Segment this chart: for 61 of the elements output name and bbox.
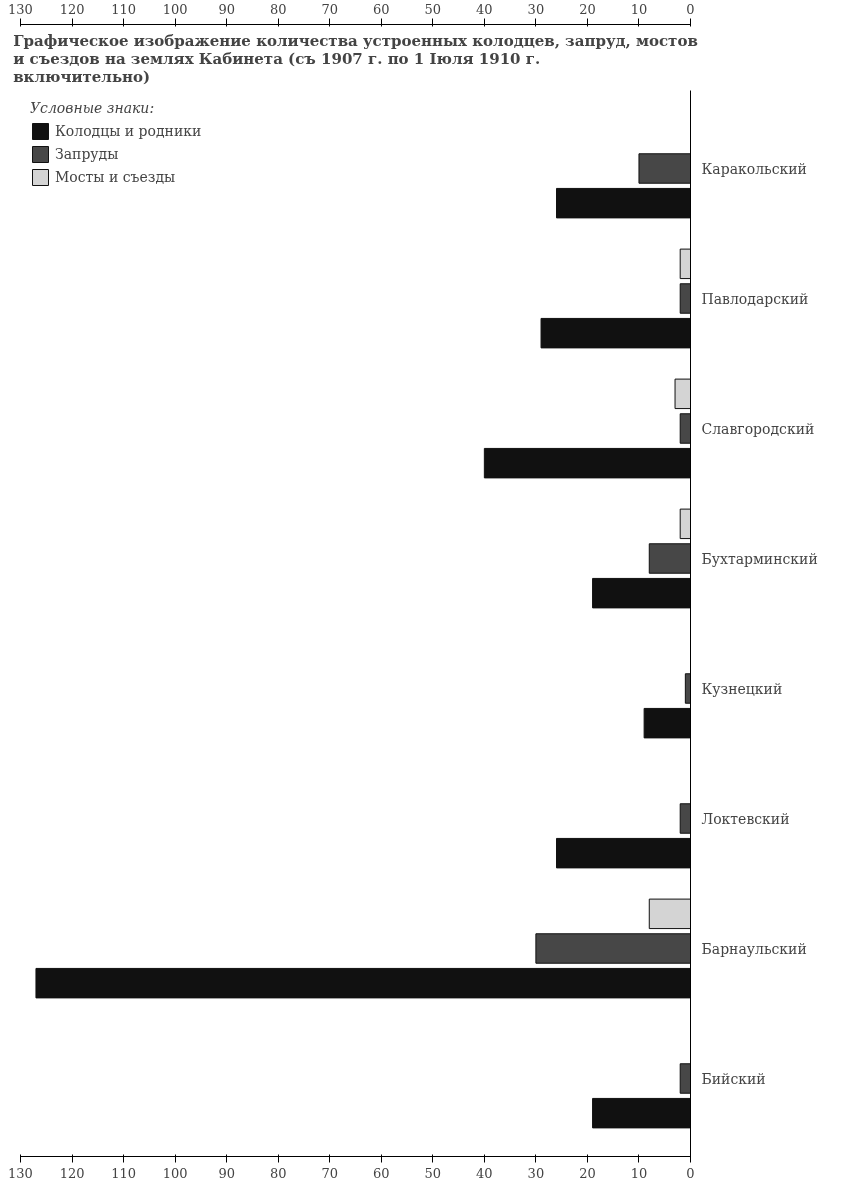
bar — [535, 933, 691, 964]
bar — [679, 508, 691, 540]
x2-tick-label: 80 — [269, 1, 287, 17]
x-tick-label: 20 — [579, 1165, 596, 1181]
x-tick-label: 60 — [373, 1165, 390, 1181]
x-tick-label: 30 — [527, 1165, 545, 1181]
x2-tick-label: 30 — [527, 1, 545, 17]
x-tick-label: 90 — [218, 1165, 235, 1181]
bar — [679, 1063, 691, 1094]
bar — [679, 413, 691, 444]
legend-label: Запруды — [55, 146, 119, 162]
x2-tick-label: 100 — [162, 1, 188, 17]
y-tick-label: Славгородский — [701, 420, 815, 437]
bar — [592, 577, 691, 609]
x-tick-label: 110 — [111, 1165, 136, 1181]
bar — [592, 1097, 691, 1129]
y-tick-label: Павлодарский — [701, 290, 809, 307]
bar — [674, 378, 691, 410]
legend-label: Мосты и съезды — [55, 169, 176, 185]
legend-label: Колодцы и родники — [55, 123, 202, 139]
x2-tick-label: 50 — [424, 1, 442, 17]
x-tick-label: 10 — [630, 1165, 648, 1181]
y-tick-label: Локтевский — [701, 810, 790, 827]
y-tick-label: Каракольский — [701, 160, 807, 177]
bar — [638, 153, 691, 184]
bar — [643, 707, 691, 739]
bar — [679, 248, 691, 280]
x-tick-label: 40 — [476, 1165, 493, 1181]
bar — [556, 187, 691, 219]
x-tick-label: 0 — [686, 1165, 695, 1181]
y-tick-label: Бийский — [701, 1070, 766, 1087]
legend-title: Условные знаки: — [30, 100, 156, 116]
x2-tick-label: 120 — [59, 1, 85, 17]
x2-tick-label: 0 — [686, 1, 695, 17]
x-tick-label: 100 — [162, 1165, 188, 1181]
x2-tick-label: 70 — [321, 1, 339, 17]
bar — [684, 673, 691, 704]
x-tick-label: 80 — [269, 1165, 287, 1181]
y-tick-label: Бухтарминский — [701, 550, 818, 567]
bar — [679, 803, 691, 834]
bar — [483, 447, 691, 479]
x2-tick-label: 110 — [111, 1, 136, 17]
x2-tick-label: 60 — [373, 1, 390, 17]
x-tick-label: 50 — [424, 1165, 442, 1181]
bar — [679, 283, 691, 314]
bar — [648, 898, 691, 930]
bar — [556, 837, 691, 869]
bar — [35, 967, 691, 999]
y-tick-label: Барнаульский — [701, 940, 807, 957]
x-tick-label: 130 — [8, 1165, 33, 1181]
x-tick-label: 70 — [321, 1165, 339, 1181]
bar — [540, 317, 691, 349]
y-tick-label: Кузнецкий — [701, 680, 783, 697]
chart-title: Графическое изображение количества устроенных колодцев, запруд, мостов и съездов на землях Кабинета (съ 1907 г. по 1 Іюля 1910 г. включительно) — [13, 31, 698, 86]
x-tick-label: 120 — [59, 1165, 85, 1181]
bar — [648, 543, 691, 574]
x2-tick-label: 40 — [476, 1, 493, 17]
x2-tick-label: 20 — [579, 1, 596, 17]
x2-tick-label: 130 — [8, 1, 33, 17]
x2-tick-label: 10 — [630, 1, 648, 17]
x2-tick-label: 90 — [218, 1, 235, 17]
